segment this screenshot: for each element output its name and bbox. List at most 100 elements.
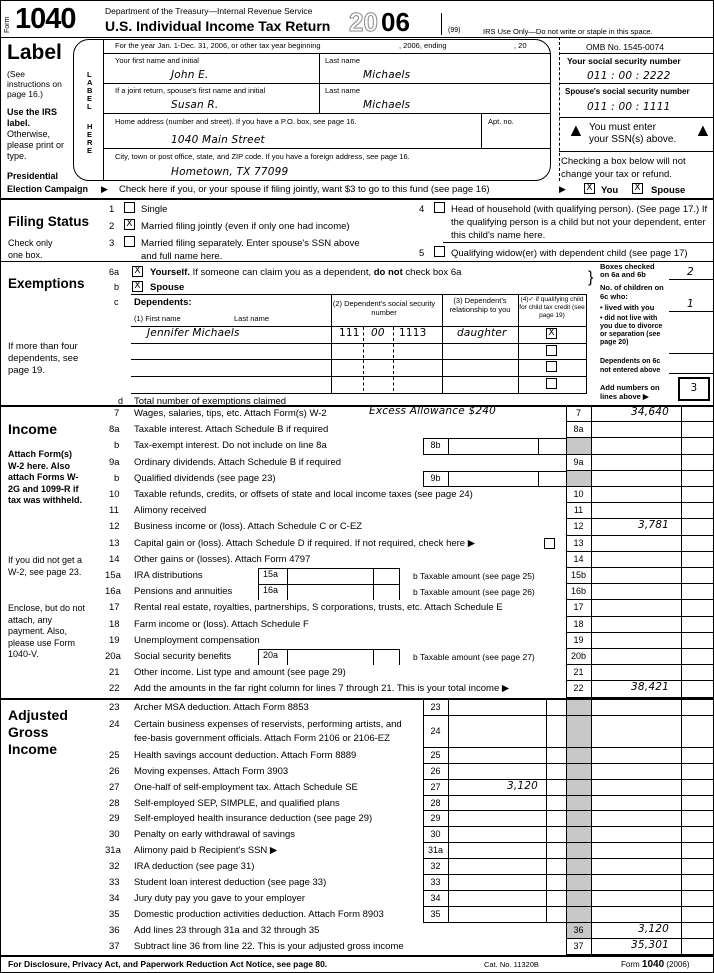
line-box-number: 13 (573, 537, 584, 548)
lived-with-field[interactable]: 1 (687, 298, 694, 310)
year-bold: 06 (381, 7, 410, 37)
yourself-checkbox[interactable]: X (132, 266, 143, 277)
row-divider (566, 599, 713, 601)
filing-option-checkbox[interactable] (124, 236, 135, 247)
line-22-amount[interactable]: 38,421 (631, 681, 669, 694)
omb-number: OMB No. 1545-0074 (586, 42, 664, 52)
dependent-ssn-3[interactable]: 1113 (399, 327, 427, 339)
row-divider (566, 566, 713, 568)
last-name-field[interactable]: Michaels (363, 69, 411, 81)
label-use: Use the IRS label. (7, 107, 58, 128)
mid-line-box-number: 24 (430, 725, 441, 736)
dependent-ssn-2[interactable]: 00 (371, 327, 385, 339)
row-divider (566, 714, 713, 716)
mid-line-box-number: 29 (430, 813, 441, 824)
row-divider (566, 631, 713, 633)
dependent-relationship-field[interactable]: daughter (457, 327, 507, 339)
sub-box-label: 16a (263, 585, 279, 596)
campaign-you-checkbox[interactable]: X (584, 183, 595, 194)
dependent-ssn-1[interactable]: 111 (339, 327, 360, 339)
line-b-row: b Qualified dividends (see page 23) 9b (1, 470, 713, 487)
filing-option-checkbox[interactable] (434, 202, 445, 213)
spouse-last-field[interactable]: Michaels (363, 99, 411, 111)
boxes-checked-field[interactable]: 2 (687, 266, 694, 278)
excess-allowance-note: Excess Allowance $240 (369, 405, 496, 417)
line-label: Capital gain or (loss). Attach Schedule … (134, 537, 476, 549)
line-number: 30 (109, 829, 120, 841)
do-not-text: do not (373, 267, 403, 278)
row-divider (566, 794, 713, 796)
filing-status-title: Filing Status (8, 214, 89, 229)
dependent-row-divider (131, 375, 586, 377)
income-title: Income (8, 421, 58, 437)
filing-option-checkbox[interactable] (124, 202, 135, 213)
line-6a-text: Yourself. If someone can claim you as a … (150, 267, 461, 278)
line-label-2: fee-basis government officials. Attach F… (134, 732, 390, 744)
line-label: Add lines 23 through 31a and 32 through … (134, 924, 320, 936)
spouse-first-label: If a joint return, spouse's first name a… (115, 86, 266, 95)
dependent-name-field[interactable]: Jennifer Michaels (147, 327, 240, 339)
child-credit-checkbox[interactable] (546, 361, 557, 372)
spouse-first-field[interactable]: Susan R. (171, 99, 219, 111)
line-label: Other gains or (losses). Attach Form 479… (134, 553, 311, 565)
spouse-ssn-field[interactable]: 011 : 00 : 1111 (587, 101, 671, 113)
capital-gain-checkbox[interactable] (544, 537, 555, 549)
line-box-number: 20b (570, 651, 587, 662)
row-divider (566, 421, 713, 423)
row-divider (566, 518, 713, 520)
campaign-spouse-checkbox[interactable]: X (632, 183, 643, 194)
line-number: 10 (109, 489, 120, 501)
first-name-field[interactable]: John E. (171, 69, 209, 81)
line-27-amount[interactable]: 3,120 (506, 779, 538, 792)
line-label: Business income or (loss). Attach Schedu… (134, 521, 363, 533)
catalog-number: Cat. No. 11320B (484, 960, 539, 969)
not-entered-label: Dependents on 6c not entered above (600, 358, 661, 374)
city-field[interactable]: Hometown, TX 77099 (171, 166, 289, 178)
filing-option-label-2: and full name here. (141, 251, 223, 262)
line-label: One-half of self-employment tax. Attach … (134, 781, 358, 793)
mid-box-divider (538, 470, 539, 487)
row-divider (566, 858, 713, 860)
apt-label: Apt. no. (488, 117, 514, 126)
line-36-amount[interactable]: 3,120 (637, 922, 669, 935)
row-divider (566, 583, 713, 585)
must-enter-1: You must enter (589, 122, 656, 133)
not-live-label: • did not live with you due to divorce o… (600, 315, 663, 346)
total-exemptions-field[interactable]: 3 (678, 377, 710, 401)
sub-amount-box (258, 584, 400, 601)
ending-text: , 2006, ending (399, 41, 447, 50)
line-label: Tax-exempt interest. Do not include on l… (134, 440, 327, 452)
your-ssn-field[interactable]: 011 : 00 : 2222 (587, 70, 671, 82)
address-field[interactable]: 1040 Main Street (171, 134, 265, 146)
child-credit-checkbox[interactable] (546, 344, 557, 356)
ssn-divider (363, 327, 364, 341)
checking-note-2: change your tax or refund. (561, 169, 672, 180)
filing-option-label-2: the qualifying person is a child but not… (451, 217, 706, 228)
warning-triangle-icon: ▲ (694, 120, 712, 140)
line-number: 15a (105, 570, 121, 582)
line-12-amount[interactable]: 3,781 (637, 519, 669, 532)
line-22-row: 22 Add the amounts in the far right colum… (1, 681, 713, 698)
line-number: 37 (109, 940, 120, 952)
line-32-row: 32 IRA deduction (see page 31) 32 (1, 859, 713, 876)
income-enclose-note: Enclose, but do not attach, any payment.… (8, 603, 86, 659)
shaded-cell (567, 438, 591, 455)
spouse-checkbox[interactable]: X (132, 281, 143, 292)
line-label: Qualified dividends (see page 23) (134, 472, 276, 484)
child-credit-checkbox[interactable] (546, 377, 557, 389)
line-37-amount[interactable]: 35,301 (631, 938, 669, 951)
spouse-last-label: Last name (325, 86, 361, 95)
line-label: Self-employed SEP, SIMPLE, and qualified… (134, 797, 340, 809)
department: Department of the Treasury—Internal Reve… (105, 6, 313, 16)
line-7-amount[interactable]: 34,640 (631, 406, 669, 419)
line-number: 24 (109, 718, 120, 730)
child-credit-checkbox[interactable]: X (546, 328, 557, 339)
line-11-row: 11 Alimony received 11 (1, 503, 713, 520)
filing-option-checkbox[interactable] (434, 246, 445, 257)
filing-option-checkbox[interactable]: X (124, 219, 135, 230)
filing-note: Check only one box. (8, 238, 53, 260)
line-9a-row: 9a Ordinary dividends. Attach Schedule B … (1, 455, 713, 471)
line-label: Taxable interest. Attach Schedule B if r… (134, 424, 329, 436)
line-number: 26 (109, 765, 120, 777)
line-box-number: 22 (573, 683, 584, 694)
